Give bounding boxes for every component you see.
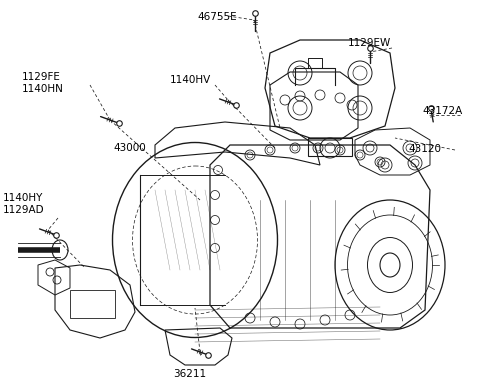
Text: 36211: 36211 (173, 369, 206, 379)
Text: 43000: 43000 (113, 143, 146, 153)
Text: 1129AD: 1129AD (3, 205, 45, 215)
Text: 1140HV: 1140HV (170, 75, 211, 85)
Text: 1140HY: 1140HY (3, 193, 43, 203)
Text: 46755E: 46755E (197, 12, 237, 22)
Text: 43120: 43120 (408, 144, 441, 154)
Text: 1140HN: 1140HN (22, 84, 64, 94)
Text: 1129EW: 1129EW (348, 38, 391, 48)
Text: 1129FE: 1129FE (22, 72, 61, 82)
Text: 43172A: 43172A (422, 106, 462, 116)
